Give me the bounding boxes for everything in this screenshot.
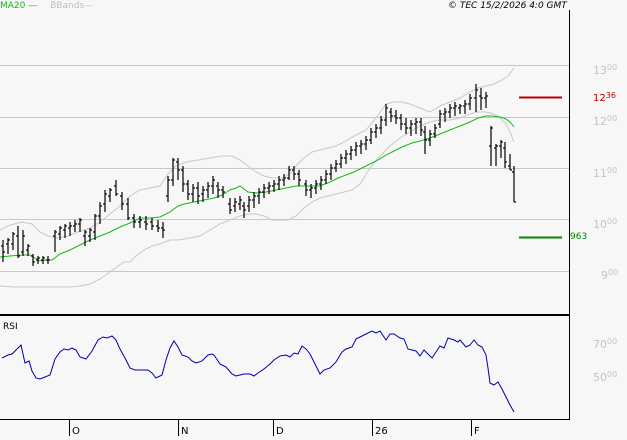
x-label-2026: 26: [375, 426, 388, 437]
ohlc-bars: [1, 84, 516, 266]
rsi-tick-50: 5000: [593, 370, 618, 384]
x-label-oct: O: [72, 426, 80, 437]
x-label-dec: D: [276, 426, 284, 437]
y-tick-1200: 1200: [593, 114, 618, 128]
bbands-upper: [0, 67, 515, 239]
x-label-feb: F: [474, 426, 480, 437]
resistance-level-label: 1236: [593, 91, 616, 104]
ma20-line: [0, 115, 515, 262]
legend-ma20: MA20: [0, 1, 26, 11]
copyright-text: © TEC 15/2/2026 4:0 GMT: [448, 1, 567, 11]
rsi-title: RSI: [3, 322, 18, 332]
y-tick-1000: 1000: [593, 217, 618, 231]
support-level-label: 963: [570, 232, 588, 242]
legend: MA20 — BBands—: [0, 0, 93, 12]
rsi-line: [1, 330, 515, 413]
y-tick-1300: 1300: [593, 63, 618, 77]
y-tick-900: 900: [601, 268, 619, 282]
x-label-nov: N: [181, 426, 189, 437]
legend-bbands-label: BBands: [50, 1, 85, 11]
rsi-tick-70: 7000: [593, 337, 618, 351]
legend-ma20-swatch: —: [25, 1, 38, 11]
legend-bbands: BBands—: [50, 1, 94, 11]
bbands-lower: [0, 111, 515, 288]
y-tick-1100: 1100: [593, 166, 618, 180]
